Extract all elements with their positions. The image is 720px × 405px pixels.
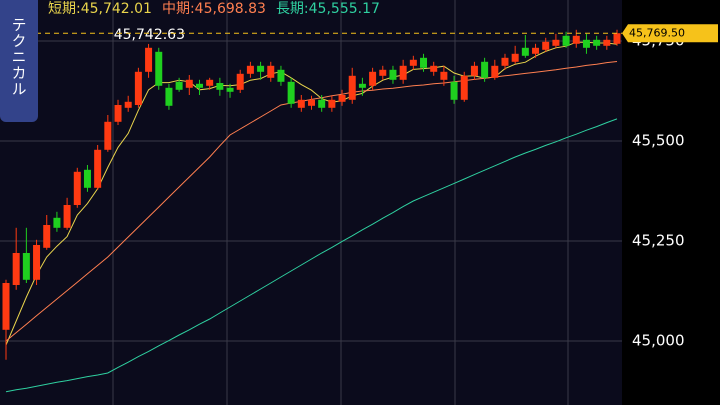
candle-body bbox=[613, 33, 621, 44]
candle-body bbox=[501, 57, 509, 66]
candle-body bbox=[552, 39, 560, 46]
candle-body bbox=[257, 65, 265, 72]
candle-body bbox=[409, 59, 417, 66]
moving-average-line bbox=[5, 41, 618, 346]
candle-body bbox=[379, 69, 387, 76]
candle-body bbox=[165, 87, 173, 106]
candle-body bbox=[399, 65, 407, 80]
candle-body bbox=[195, 83, 203, 88]
candle-body bbox=[430, 65, 438, 72]
candle-body bbox=[2, 283, 10, 330]
candle-body bbox=[175, 81, 183, 90]
candle-body bbox=[216, 83, 224, 90]
candle-body bbox=[114, 105, 122, 122]
moving-average-line bbox=[5, 118, 618, 393]
candle-body bbox=[63, 205, 71, 228]
last-price-label: 45,769.50 bbox=[629, 27, 685, 40]
legend-entry: 短期:45,742.01 bbox=[48, 1, 152, 17]
candle-body bbox=[470, 65, 478, 76]
candle-body bbox=[338, 95, 346, 102]
candle-body bbox=[297, 99, 305, 108]
candle-body bbox=[185, 79, 193, 88]
candle-body bbox=[572, 35, 580, 44]
candle-body bbox=[236, 73, 244, 90]
candle-body bbox=[12, 253, 20, 285]
high-price-label: 45,742.63 bbox=[114, 27, 185, 43]
candle-body bbox=[481, 61, 489, 78]
candle-body bbox=[521, 47, 529, 56]
axis-background bbox=[622, 0, 720, 405]
candle-body bbox=[83, 169, 91, 188]
candle-body bbox=[562, 35, 570, 46]
candle-body bbox=[43, 225, 51, 248]
candle-body bbox=[460, 75, 468, 100]
candle-body bbox=[328, 99, 336, 108]
candle-body bbox=[104, 121, 112, 150]
candle-body bbox=[450, 81, 458, 100]
last-price-box bbox=[622, 24, 718, 43]
candle-body bbox=[318, 99, 326, 108]
plot-background bbox=[0, 0, 622, 405]
candle-body bbox=[53, 217, 61, 228]
candle-body bbox=[603, 39, 611, 46]
candle-body bbox=[22, 253, 30, 280]
candle-body bbox=[246, 65, 254, 74]
candle-body bbox=[440, 71, 448, 80]
candle-body bbox=[542, 41, 550, 50]
y-tick-label: 45,250 bbox=[632, 232, 685, 250]
candle-body bbox=[145, 47, 153, 72]
legend-entry: 長期:45,555.17 bbox=[276, 1, 380, 17]
candle-body bbox=[267, 65, 275, 78]
candle-body bbox=[226, 87, 234, 92]
candle-body bbox=[532, 47, 540, 54]
legend-entry: 中期:45,698.83 bbox=[162, 1, 266, 17]
candle-body bbox=[73, 171, 81, 205]
candle-body bbox=[308, 99, 315, 106]
technical-tab[interactable]: テクニカル bbox=[0, 0, 38, 122]
candle-body bbox=[206, 79, 214, 86]
candle-body bbox=[124, 101, 132, 108]
candle-body bbox=[94, 149, 102, 188]
y-tick-label: 45,000 bbox=[632, 332, 685, 350]
candle-body bbox=[33, 245, 41, 280]
candle-body bbox=[491, 65, 499, 78]
y-tick-label: 45,500 bbox=[632, 132, 685, 150]
candle-body bbox=[348, 75, 356, 100]
candle-body bbox=[369, 71, 377, 86]
candle-body bbox=[582, 39, 590, 48]
candle-body bbox=[420, 57, 428, 68]
candle-body bbox=[155, 51, 163, 86]
candle-body bbox=[593, 39, 601, 46]
candle-body bbox=[287, 81, 295, 104]
candle-body bbox=[134, 71, 142, 105]
candle-body bbox=[358, 83, 366, 88]
candle-body bbox=[511, 53, 519, 62]
candle-body bbox=[389, 69, 397, 80]
candle-body bbox=[277, 69, 285, 82]
